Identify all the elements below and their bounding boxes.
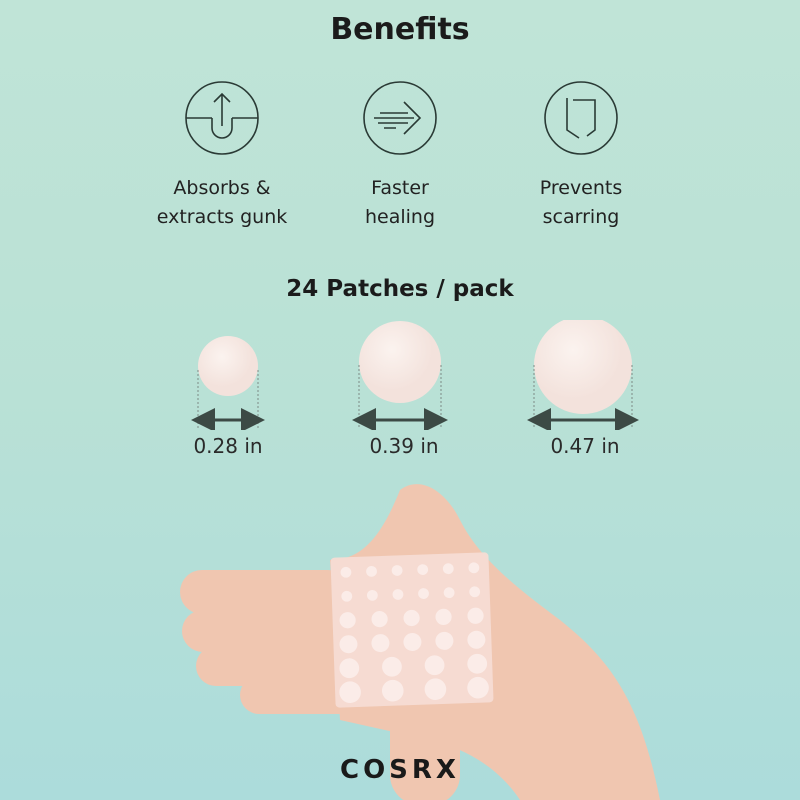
patch-dot: [467, 676, 489, 699]
patch-dot: [468, 562, 480, 574]
benefit-label: Prevents: [539, 177, 623, 199]
patch-dot: [371, 611, 388, 628]
benefit-label: Faster: [371, 177, 429, 199]
patch-dot: [392, 589, 404, 600]
patch-dot: [339, 612, 356, 629]
hand-with-patch-sheet: [180, 484, 660, 800]
patch-dot: [442, 563, 454, 575]
pack-count: 24 Patches / pack: [286, 276, 514, 302]
patch-dot: [403, 609, 420, 627]
patch-dot: [467, 630, 486, 649]
patch-dot: [381, 679, 404, 702]
patch-dot: [339, 681, 361, 703]
benefit-label: healing: [364, 206, 436, 228]
patch-dot: [339, 635, 358, 654]
fast-arrow-icon: [363, 81, 437, 155]
benefit-label: scarring: [542, 206, 620, 228]
patch-dot: [339, 658, 360, 679]
size-label-small: 0.28 in: [193, 434, 263, 458]
patch-dot: [467, 653, 488, 674]
patch-dot: [469, 586, 481, 598]
patch-dot: [467, 607, 484, 624]
extract-icon: [185, 81, 259, 155]
patch-dot: [417, 564, 429, 575]
patch-dot: [382, 656, 402, 677]
patch-dot: [418, 588, 429, 599]
patch-sizes: [191, 320, 639, 430]
patch-dot: [435, 608, 452, 625]
patch-dot: [443, 587, 455, 599]
patch-dot: [435, 631, 454, 650]
patch-dot: [371, 634, 390, 653]
patch-dot: [340, 566, 352, 578]
size-label-medium: 0.39 in: [369, 434, 439, 458]
patch-large: [527, 320, 639, 430]
patch-dot: [341, 590, 353, 602]
benefit-label: Absorbs &: [173, 177, 271, 199]
shield-icon: [544, 81, 618, 155]
benefit-scarring: Prevents scarring: [481, 80, 681, 232]
brand-logo: COSRX: [340, 755, 460, 785]
page-title: Benefits: [330, 12, 470, 47]
patch-dot: [366, 589, 378, 601]
size-label-large: 0.47 in: [550, 434, 620, 458]
benefit-label: extracts gunk: [156, 206, 288, 228]
patch-dot: [424, 655, 445, 676]
patch-small: [191, 336, 265, 430]
patch-medium: [352, 321, 448, 430]
patch-dot: [424, 678, 447, 701]
benefit-absorbs: Absorbs & extracts gunk: [122, 80, 322, 232]
patch-sheet: [330, 552, 494, 708]
patch-dot: [403, 632, 422, 651]
patch-dot: [366, 565, 377, 577]
benefit-healing: Faster healing: [300, 80, 500, 232]
patch-dot: [391, 565, 403, 576]
